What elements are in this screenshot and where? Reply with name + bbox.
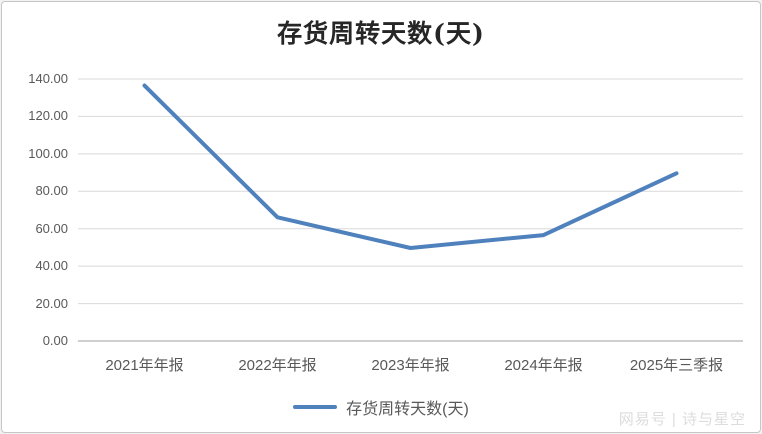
x-axis-label: 2022年年报: [238, 357, 317, 374]
chart-legend: 存货周转天数(天): [2, 396, 760, 418]
x-axis-label: 2023年年报: [371, 357, 450, 374]
x-axis-label: 2024年年报: [504, 357, 583, 374]
x-axis-label: 2025年三季报: [629, 357, 724, 374]
watermark-text: 网易号 | 诗与星空: [618, 411, 746, 428]
x-axis-label: 2021年年报: [105, 357, 184, 374]
y-tick-label: 40.00: [35, 258, 68, 274]
legend-line-swatch: [293, 405, 338, 409]
y-tick-label: 100.00: [28, 145, 68, 161]
y-tick-label: 140.00: [28, 71, 68, 86]
y-tick-label: 20.00: [35, 295, 68, 311]
y-tick-label: 0.00: [42, 333, 68, 348]
y-tick-label: 80.00: [35, 183, 68, 199]
y-tick-label: 60.00: [35, 220, 68, 236]
series-line: [142, 83, 679, 250]
legend-series-label: 存货周转天数(天): [346, 401, 469, 418]
y-tick-label: 120.00: [28, 108, 68, 124]
chart-title: 存货周转天数(天): [277, 19, 485, 48]
